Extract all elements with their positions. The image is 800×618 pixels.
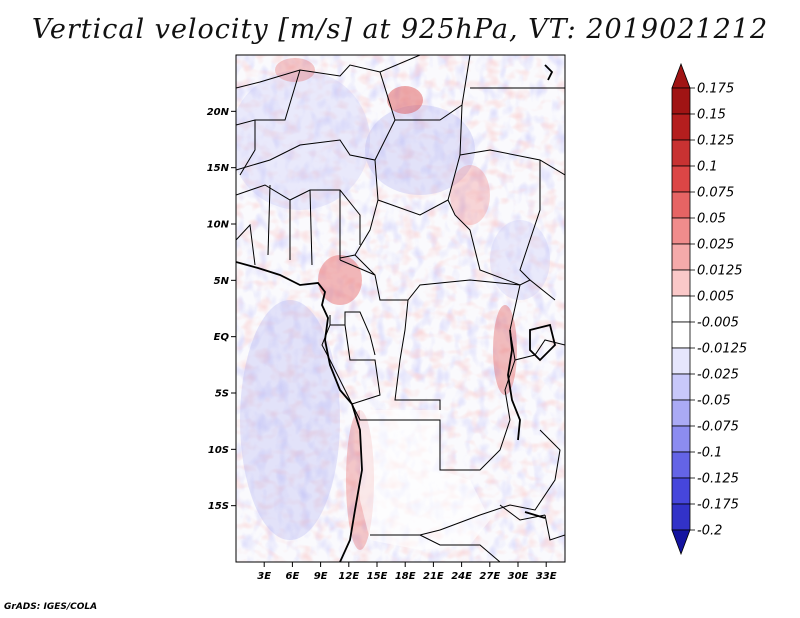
colorbar-label: 0.1 [697,160,718,175]
lon-tick-label: 12E [338,571,359,582]
colorbar-label: -0.075 [697,420,739,435]
colorbar-label: 0.0125 [697,264,743,279]
lat-tick-label: 20N [207,107,230,118]
colorbar-swatch [671,321,691,349]
colorbar-label: -0.125 [697,472,739,487]
chart-title: Vertical velocity [m/s] at 925hPa, VT: 2… [31,14,769,45]
colorbar-label: 0.125 [697,134,734,149]
colorbar-min-arrow [671,529,691,556]
lat-tick-label: 5N [214,276,230,287]
latitude-axis: 20N 15N 10N 5N EQ 5S 10S 15S [207,107,236,512]
colorbar-swatch [671,477,691,505]
colorbar-swatch [671,399,691,427]
colorbar-swatch [671,165,691,193]
colorbar-label: 0.05 [697,212,726,227]
lat-tick-label: 10S [208,445,229,456]
colorbar-swatch [671,373,691,401]
colorbar-label: 0.005 [697,290,734,305]
lat-tick-label: 15N [207,163,230,174]
colorbar-label: -0.005 [697,316,739,331]
colorbar-swatch [671,269,691,297]
colorbar: 0.175 0.15 0.125 0.1 0.075 0.05 0.025 0.0125 0.0… [671,62,747,556]
colorbar-swatch [671,451,691,479]
colorbar-swatch [671,217,691,245]
colorbar-label: -0.05 [697,394,731,409]
lon-tick-label: 27E [479,571,500,582]
lat-tick-label: 10N [207,220,230,231]
colorbar-label: 0.175 [697,82,734,97]
colorbar-label: 0.075 [697,186,734,201]
velocity-field [236,55,565,562]
colorbar-label: -0.025 [697,368,739,383]
lon-tick-label: 9E [314,571,328,582]
coastline [236,64,556,562]
lon-tick-label: 24E [451,571,472,582]
longitude-axis: 3E 6E 9E 12E 15E 18E 21E 24E 27E 30E 33E [257,562,557,582]
colorbar-max-arrow [671,62,691,89]
colorbar-swatch [671,191,691,219]
lat-tick-label: EQ [214,332,230,343]
colorbar-swatch [671,139,691,167]
colorbar-swatch [671,503,691,531]
colorbar-label: -0.1 [697,446,722,461]
lat-tick-label: 5S [215,389,229,400]
colorbar-swatch [671,87,691,115]
colorbar-swatch [671,243,691,271]
lon-tick-label: 6E [286,571,300,582]
colorbar-swatch [671,295,691,323]
colorbar-label: -0.0125 [697,342,747,357]
colorbar-swatch [671,347,691,375]
lat-tick-label: 15S [208,501,229,512]
lon-tick-label: 15E [367,571,388,582]
colorbar-label: 0.15 [697,108,726,123]
colorbar-swatch [671,113,691,141]
lon-tick-label: 3E [257,571,271,582]
lon-tick-label: 18E [395,571,416,582]
colorbar-label: 0.025 [697,238,734,253]
lon-tick-label: 30E [508,571,529,582]
country-borders [236,55,565,562]
colorbar-label: -0.2 [697,524,722,539]
colorbar-swatch [671,425,691,453]
map-frame [235,54,566,563]
colorbar-label: -0.175 [697,498,739,513]
lon-tick-label: 33E [536,571,557,582]
lon-tick-label: 21E [423,571,444,582]
footer-credit: GrADS: IGES/COLA [4,602,98,612]
